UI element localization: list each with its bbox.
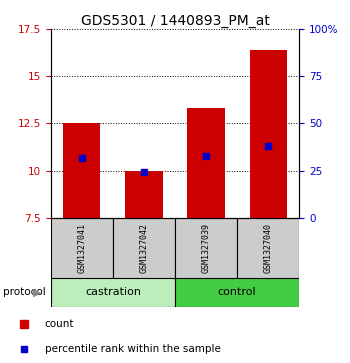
Text: GSM1327042: GSM1327042 (139, 223, 148, 273)
Text: ▶: ▶ (33, 287, 42, 297)
Text: castration: castration (85, 287, 141, 297)
Title: GDS5301 / 1440893_PM_at: GDS5301 / 1440893_PM_at (80, 14, 270, 28)
Bar (188, 108, 225, 218)
Bar (250, 50, 287, 218)
Bar (63, 123, 100, 218)
Bar (113, 218, 175, 278)
Bar (237, 218, 299, 278)
Text: protocol: protocol (4, 287, 46, 297)
Bar (51, 218, 113, 278)
Text: GSM1327041: GSM1327041 (77, 223, 86, 273)
Text: control: control (218, 287, 257, 297)
Bar (175, 278, 299, 307)
Text: count: count (45, 319, 74, 329)
Text: GSM1327040: GSM1327040 (264, 223, 273, 273)
Bar (51, 278, 175, 307)
Text: percentile rank within the sample: percentile rank within the sample (45, 344, 220, 354)
Text: GSM1327039: GSM1327039 (202, 223, 211, 273)
Bar (125, 171, 162, 218)
Bar (175, 218, 237, 278)
